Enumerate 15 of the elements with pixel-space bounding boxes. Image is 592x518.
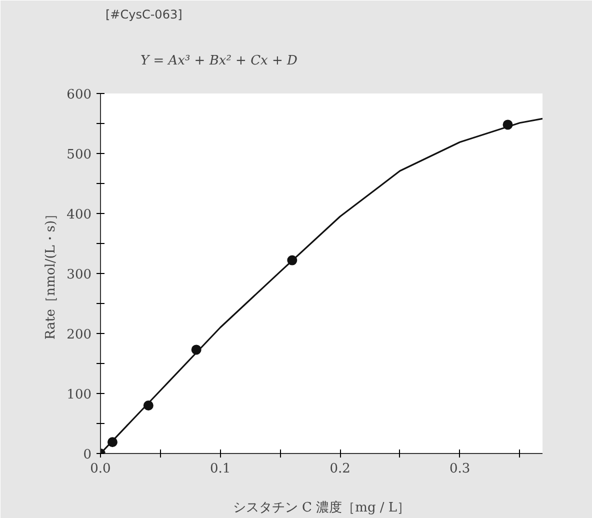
y-tick-label: 100 <box>66 388 92 402</box>
y-tick-label: 300 <box>66 268 92 282</box>
chart-subtitle: Y = Ax³ + Bx² + Cx + D <box>140 54 298 68</box>
y-tick-label: 500 <box>66 148 92 162</box>
y-tick-label: 0 <box>83 448 92 462</box>
x-tick-label: 0.1 <box>210 462 231 476</box>
y-tick-label: 600 <box>66 88 92 102</box>
y-axis-title: Rate［nmol/(L・s)］ <box>44 207 59 340</box>
x-tick-label: 0.0 <box>90 462 111 476</box>
x-tick-label: 0.2 <box>330 462 350 476</box>
x-axis-title: シスタチン C 濃度［mg / L］ <box>232 500 410 516</box>
y-tick-label: 200 <box>66 328 92 342</box>
y-tick-label: 400 <box>66 208 92 222</box>
x-tick-label: 0.3 <box>450 462 470 476</box>
chart-title: [#CysC-063] <box>106 8 182 22</box>
